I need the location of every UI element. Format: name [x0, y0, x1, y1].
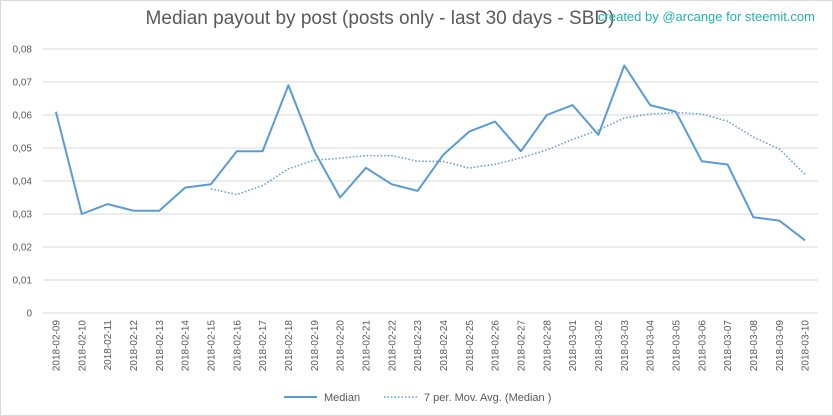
- median-line: [54, 64, 806, 242]
- gridlines: [43, 48, 818, 314]
- x-tick-label: 2018-02-24: [439, 320, 450, 372]
- x-tick-label: 2018-02-12: [129, 320, 140, 372]
- legend-label: 7 per. Mov. Avg. (Median ): [424, 392, 551, 404]
- x-tick-label: 2018-02-14: [181, 320, 192, 372]
- x-tick-label: 2018-02-10: [77, 320, 88, 372]
- x-tick-label: 2018-03-01: [568, 320, 579, 372]
- legend: Median 7 per. Mov. Avg. (Median ): [284, 392, 551, 404]
- legend-label: Median: [324, 392, 360, 404]
- y-tick-label: 0,03: [13, 210, 33, 221]
- y-tick-label: 0,04: [13, 177, 33, 188]
- y-tick-label: 0,05: [13, 144, 33, 155]
- x-tick-label: 2018-02-26: [491, 320, 502, 372]
- x-tick-label: 2018-02-20: [336, 320, 347, 372]
- x-tick-label: 2018-03-08: [749, 320, 760, 372]
- y-tick-label: 0: [26, 309, 32, 320]
- x-tick-label: 2018-03-06: [697, 320, 708, 372]
- x-tick-label: 2018-03-09: [775, 320, 786, 372]
- x-tick-label: 2018-02-11: [103, 320, 114, 371]
- x-tick-label: 2018-02-09: [51, 320, 62, 372]
- x-tick-label: 2018-02-21: [361, 320, 372, 372]
- y-tick-label: 0,01: [13, 276, 33, 287]
- x-tick-label: 2018-03-03: [620, 320, 631, 372]
- y-tick-label: 0,07: [13, 78, 33, 89]
- y-axis-ticks: 0 0,01 0,02 0,03 0,04 0,05 0,06 0,07 0,08: [13, 45, 33, 320]
- x-tick-label: 2018-02-15: [206, 320, 217, 372]
- x-tick-label: 2018-03-05: [671, 320, 682, 372]
- x-tick-label: 2018-03-02: [594, 320, 605, 372]
- x-tick-label: 2018-02-22: [387, 320, 398, 372]
- y-tick-label: 0,06: [13, 111, 33, 122]
- x-tick-label: 2018-02-16: [232, 320, 243, 372]
- chart-title: Median payout by post (posts only - last…: [145, 8, 615, 29]
- x-tick-label: 2018-02-17: [258, 320, 269, 372]
- y-tick-label: 0,08: [13, 45, 33, 56]
- x-tick-label: 2018-02-23: [413, 320, 424, 372]
- x-tick-label: 2018-03-04: [646, 320, 657, 372]
- x-tick-label: 2018-02-18: [284, 320, 295, 372]
- x-tick-label: 2018-02-13: [155, 320, 166, 372]
- x-axis-ticks: 2018-02-09 2018-02-10 2018-02-11 2018-02-12…: [51, 320, 811, 372]
- x-tick-label: 2018-02-25: [465, 320, 476, 372]
- x-tick-label: 2018-03-07: [723, 320, 734, 372]
- x-tick-label: 2018-02-27: [516, 320, 527, 372]
- series-lines: [54, 64, 806, 242]
- credit-text: created by @arcange for steemit.com: [598, 9, 815, 24]
- moving-average-line: [210, 111, 806, 196]
- x-tick-label: 2018-02-19: [310, 320, 321, 372]
- x-tick-label: 2018-02-28: [542, 320, 553, 372]
- y-tick-label: 0,02: [13, 243, 33, 254]
- x-tick-label: 2018-03-10: [801, 320, 812, 372]
